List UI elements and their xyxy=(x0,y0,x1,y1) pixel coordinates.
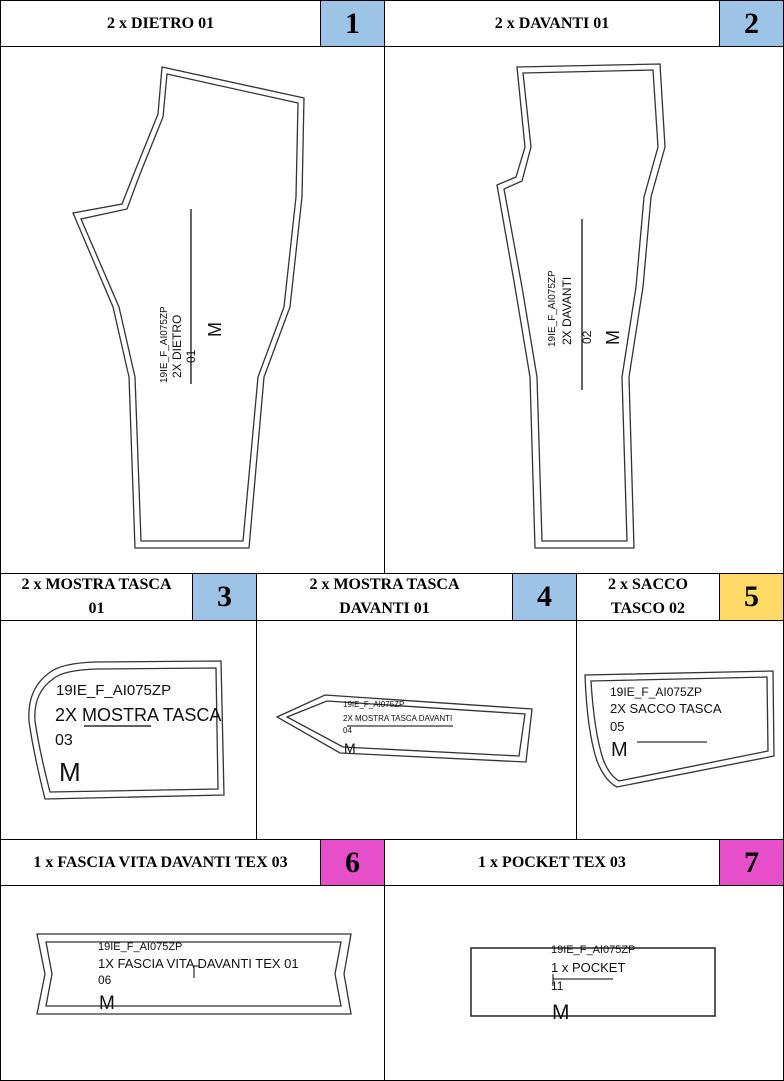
piece-3-number-badge: 3 xyxy=(192,573,257,621)
piece-5-number: 5 xyxy=(744,580,759,613)
piece-5-quantity-label: 2X SACCO TASCA xyxy=(610,701,722,716)
piece-2-code-label: 19IE_F_AI075ZP xyxy=(547,270,558,347)
piece-6-piece-number: 06 xyxy=(98,973,112,987)
mostra-tasca-davanti-pattern: 19IE_F_AI075ZP 2X MOSTRA TASCA DAVANTI 0… xyxy=(275,694,533,763)
piece-4-header-line-1: 2 x MOSTRA TASCA xyxy=(309,576,460,593)
piece-7-code-label: 19IE_F_AI075ZP xyxy=(551,944,635,956)
piece-6-size-label: M xyxy=(99,993,115,1014)
piece-4-piece-number: 04 xyxy=(343,726,352,735)
piece-4-panel: 19IE_F_AI075ZP 2X MOSTRA TASCA DAVANTI 0… xyxy=(256,620,577,840)
mostra-tasca-davanti-outline-outer xyxy=(275,694,533,763)
back-trouser-outline-outer xyxy=(72,66,305,549)
piece-2-number-badge: 2 xyxy=(719,0,784,47)
pocket-outline xyxy=(470,947,716,1017)
piece-5-panel: 19IE_F_AI075ZP 2X SACCO TASCA 05 M xyxy=(576,620,784,840)
sacco-tasca-outline-outer xyxy=(584,670,775,788)
piece-1-number: 1 xyxy=(345,6,360,40)
piece-3-header-line-1: 2 x MOSTRA TASCA xyxy=(21,576,172,593)
piece-4-number: 4 xyxy=(537,580,552,613)
piece-5-size-label: M xyxy=(611,739,628,761)
piece-1-size-label: M xyxy=(205,322,225,337)
fascia-vita-grainline xyxy=(193,965,199,978)
piece-4-code-label: 19IE_F_AI075ZP xyxy=(343,700,404,709)
piece-2-header: 2 x DAVANTI 01 xyxy=(384,0,720,47)
piece-3-panel: 19IE_F_AI075ZP 2X MOSTRA TASCA 03 M xyxy=(0,620,257,840)
piece-4-quantity-label: 2X MOSTRA TASCA DAVANTI xyxy=(343,714,452,723)
piece-1-number-badge: 1 xyxy=(320,0,385,47)
piece-6-header: 1 x FASCIA VITA DAVANTI TEX 03 xyxy=(0,839,321,886)
piece-4-header-line-2: DAVANTI 01 xyxy=(339,600,430,617)
piece-3-header-line-2: 01 xyxy=(88,600,105,617)
piece-2-number: 2 xyxy=(744,6,759,40)
piece-7-number: 7 xyxy=(744,845,759,879)
back-trouser-pattern: 19IE_F_AI075ZP 2X DIETRO 01 M xyxy=(72,66,305,549)
piece-2-size-label: M xyxy=(603,330,623,345)
piece-7-panel: 19IE_F_AI075ZP 1 x POCKET 11 M xyxy=(384,885,784,1081)
mostra-tasca-pattern: 19IE_F_AI075ZP 2X MOSTRA TASCA 03 M xyxy=(28,660,225,800)
piece-1-header: 2 x DIETRO 01 xyxy=(0,0,321,47)
pocket-pattern: 19IE_F_AI075ZP 1 x POCKET 11 M xyxy=(470,944,716,1024)
piece-5-header: 2 x SACCO TASCO 02 xyxy=(576,573,720,621)
sacco-tasca-pattern: 19IE_F_AI075ZP 2X SACCO TASCA 05 M xyxy=(584,670,775,788)
back-trouser-outline-inner xyxy=(80,73,299,542)
piece-3-size-label: M xyxy=(59,757,81,787)
piece-5-header-line-2: TASCO 02 xyxy=(611,600,685,617)
fascia-vita-pattern: 19IE_F_AI075ZP 1X FASCIA VITA DAVANTI TE… xyxy=(36,933,352,1015)
piece-7-piece-number: 11 xyxy=(551,979,564,993)
piece-3-number: 3 xyxy=(217,580,232,613)
piece-2-quantity-label: 2X DAVANTI xyxy=(560,277,574,345)
piece-6-quantity-label: 1X FASCIA VITA DAVANTI TEX 01 xyxy=(98,956,299,971)
front-trouser-pattern: 19IE_F_AI075ZP 2X DAVANTI 02 M xyxy=(496,63,666,549)
fascia-vita-outline-inner xyxy=(45,941,342,1007)
piece-4-size-label: M xyxy=(344,740,356,756)
piece-2-header-text: 2 x DAVANTI 01 xyxy=(494,14,610,32)
piece-4-header: 2 x MOSTRA TASCA DAVANTI 01 xyxy=(256,573,513,621)
piece-6-code-label: 19IE_F_AI075ZP xyxy=(98,941,182,953)
piece-5-code-label: 19IE_F_AI075ZP xyxy=(610,685,702,699)
piece-2-piece-number: 02 xyxy=(580,330,594,344)
piece-5-number-badge: 5 xyxy=(719,573,784,621)
piece-7-header-text: 1 x POCKET TEX 03 xyxy=(478,853,626,871)
piece-5-piece-number: 05 xyxy=(610,719,624,734)
fascia-vita-outline-outer xyxy=(36,933,352,1015)
mostra-tasca-outline-inner xyxy=(34,667,219,793)
piece-6-panel: 19IE_F_AI075ZP 1X FASCIA VITA DAVANTI TE… xyxy=(0,885,385,1081)
piece-1-code-label: 19IE_F_AI075ZP xyxy=(159,306,170,383)
front-trouser-outline-outer xyxy=(496,63,666,549)
piece-7-header: 1 x POCKET TEX 03 xyxy=(384,839,720,886)
piece-3-header: 2 x MOSTRA TASCA 01 xyxy=(0,573,193,621)
piece-2-panel: 19IE_F_AI075ZP 2X DAVANTI 02 M xyxy=(384,46,784,574)
front-trouser-outline-inner xyxy=(503,69,659,542)
piece-1-piece-number: 01 xyxy=(184,349,198,363)
piece-4-number-badge: 4 xyxy=(512,573,577,621)
piece-6-number-badge: 6 xyxy=(320,839,385,886)
mostra-tasca-outline-outer xyxy=(28,660,225,800)
piece-6-header-text: 1 x FASCIA VITA DAVANTI TEX 03 xyxy=(33,853,288,871)
piece-3-code-label: 19IE_F_AI075ZP xyxy=(56,682,171,699)
piece-3-quantity-label: 2X MOSTRA TASCA xyxy=(55,705,221,725)
piece-1-panel: 19IE_F_AI075ZP 2X DIETRO 01 M xyxy=(0,46,385,574)
piece-6-number: 6 xyxy=(345,845,360,879)
mostra-tasca-davanti-outline-inner xyxy=(285,700,526,757)
piece-7-size-label: M xyxy=(552,1001,570,1024)
piece-1-header-text: 2 x DIETRO 01 xyxy=(106,14,215,32)
piece-1-quantity-label: 2X DIETRO xyxy=(170,315,184,378)
piece-7-quantity-label: 1 x POCKET xyxy=(551,960,625,975)
sacco-tasca-outline-inner xyxy=(590,676,769,782)
piece-7-number-badge: 7 xyxy=(719,839,784,886)
piece-5-header-line-1: 2 x SACCO xyxy=(607,576,688,593)
piece-3-piece-number: 03 xyxy=(55,732,73,749)
